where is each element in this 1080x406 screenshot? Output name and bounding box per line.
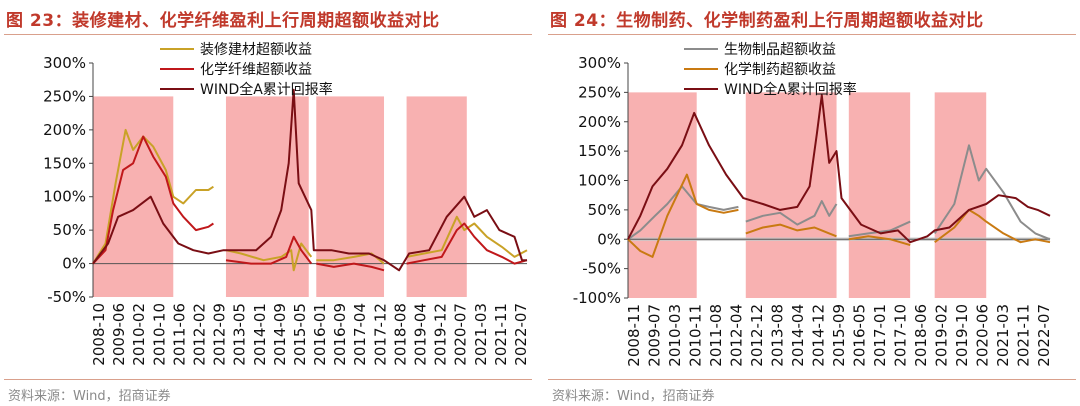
legend-label: 化学纤维超额收益 — [200, 62, 312, 78]
shaded-period-4 — [406, 96, 467, 297]
series-line-1 — [92, 128, 528, 272]
x-tick-label: 2014-04 — [789, 304, 807, 367]
x-tick-label: 2013-05 — [231, 303, 249, 366]
y-tick-label: 300% — [578, 54, 621, 72]
x-tick-label: 2016-05 — [851, 304, 869, 367]
x-tick-label: 2018-08 — [391, 303, 409, 366]
source-divider — [548, 379, 1076, 380]
x-tick-label: 2017-01 — [871, 304, 889, 367]
series-line-2 — [627, 173, 1051, 258]
shaded-period-1 — [93, 96, 174, 297]
x-tick-label: 2016-09 — [331, 303, 349, 366]
y-tick-label: 100% — [578, 172, 621, 190]
x-tick-label: 2010-10 — [150, 303, 168, 366]
legend-label: WIND全A累计回报率 — [200, 81, 333, 98]
y-tick-label: 250% — [43, 87, 86, 105]
y-tick-label: -100% — [573, 289, 621, 307]
x-tick-label: 2022-07 — [1035, 304, 1053, 367]
x-tick-label: 2021-03 — [994, 304, 1012, 367]
series-line-2 — [92, 135, 528, 272]
chart-source: 资料来源：Wind，招商证券 — [552, 389, 715, 404]
shaded-period-2 — [745, 92, 837, 298]
x-tick-label: 2022-07 — [512, 303, 530, 366]
x-tick-label: 2009-07 — [646, 304, 664, 367]
x-tick-label: 2019-12 — [432, 303, 450, 366]
series-line-3 — [627, 94, 1051, 244]
x-tick-label: 2008-11 — [625, 304, 643, 367]
x-tick-label: 2019-04 — [412, 303, 430, 366]
x-tick-label: 2012-02 — [190, 303, 208, 366]
y-tick-label: 300% — [43, 54, 86, 72]
title-divider — [548, 34, 1076, 35]
x-tick-label: 2021-03 — [472, 303, 490, 366]
y-tick-label: 250% — [578, 83, 621, 101]
chart-plot: -50% 0% 50% 100% 150% 200% 250% 300% 2008-10 2009… — [43, 42, 530, 366]
chart-panel-fig24: 图 24：生物制药、化学制药盈利上行周期超额收益对比 -100% -50% 0% 50… — [544, 0, 1080, 406]
x-tick-label: 2014-12 — [810, 304, 828, 367]
y-tick-label: 150% — [578, 142, 621, 160]
x-tick-label: 2013-08 — [769, 304, 787, 367]
x-tick-label: 2014-01 — [251, 303, 269, 366]
y-tick-label: -50% — [47, 288, 86, 306]
chart-title: 图 23：装修建材、化学纤维盈利上行周期超额收益对比 — [6, 11, 440, 31]
y-tick-label: 0% — [62, 255, 86, 273]
legend-label: WIND全A累计回报率 — [724, 81, 857, 98]
x-tick-label: 2019-02 — [933, 304, 951, 367]
x-tick-label: 2021-11 — [1015, 304, 1033, 367]
shaded-period-1 — [628, 92, 697, 298]
y-tick-label: 200% — [43, 121, 86, 139]
x-tick-label: 2018-06 — [912, 304, 930, 367]
x-tick-label: 2012-04 — [728, 304, 746, 367]
x-tick-label: 2020-07 — [452, 303, 470, 366]
y-tick-label: 100% — [43, 188, 86, 206]
x-tick-label: 2019-10 — [953, 304, 971, 367]
x-tick-label: 2016-01 — [311, 303, 329, 366]
series-line-3 — [92, 88, 527, 272]
shaded-period-4 — [934, 92, 987, 298]
title-divider — [4, 34, 532, 35]
chart-title: 图 24：生物制药、化学制药盈利上行周期超额收益对比 — [550, 11, 984, 31]
x-tick-label: 2010-03 — [666, 304, 684, 367]
source-divider — [4, 379, 532, 380]
x-tick-label: 2015-05 — [291, 303, 309, 366]
x-tick-label: 2012-09 — [211, 303, 229, 366]
x-tick-label: 2021-11 — [492, 303, 510, 366]
x-tick-label: 2008-10 — [90, 303, 108, 366]
x-tick-label: 2011-06 — [170, 303, 188, 366]
x-tick-label: 2010-02 — [130, 303, 148, 366]
x-tick-label: 2017-10 — [892, 304, 910, 367]
y-tick-label: 50% — [53, 221, 86, 239]
chart-panel-fig23: 图 23：装修建材、化学纤维盈利上行周期超额收益对比 -50% 0% 50% 100%… — [0, 0, 536, 406]
y-tick-label: 0% — [597, 230, 621, 248]
x-tick-label: 2010-11 — [687, 304, 705, 367]
x-tick-label: 2009-06 — [110, 303, 128, 366]
chart-plot: -100% -50% 0% 50% 100% 150% 200% 250% 300% 2008-1… — [573, 42, 1053, 367]
x-tick-label: 2015-09 — [830, 304, 848, 367]
legend-label: 生物制品超额收益 — [724, 42, 836, 58]
y-tick-label: 50% — [588, 201, 621, 219]
shaded-period-3 — [848, 92, 911, 298]
x-tick-label: 2020-06 — [974, 304, 992, 367]
x-tick-label: 2017-04 — [351, 303, 369, 366]
chart-source: 资料来源：Wind，招商证券 — [8, 389, 171, 404]
legend-label: 装修建材超额收益 — [200, 42, 312, 58]
legend-label: 化学制药超额收益 — [724, 62, 836, 78]
y-tick-label: -50% — [582, 260, 621, 278]
x-tick-label: 2012-12 — [748, 304, 766, 367]
x-tick-label: 2014-09 — [271, 303, 289, 366]
y-tick-label: 150% — [43, 154, 86, 172]
x-tick-label: 2011-08 — [707, 304, 725, 367]
x-tick-label: 2017-12 — [371, 303, 389, 366]
y-tick-label: 200% — [578, 113, 621, 131]
